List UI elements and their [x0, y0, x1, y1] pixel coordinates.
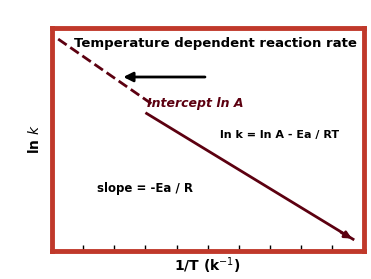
Text: ln k = ln A - Ea / RT: ln k = ln A - Ea / RT	[220, 130, 339, 140]
Text: Intercept ln A: Intercept ln A	[147, 97, 243, 110]
Text: Temperature dependent reaction rate: Temperature dependent reaction rate	[75, 37, 357, 50]
Y-axis label: ln $k$: ln $k$	[26, 124, 42, 155]
Text: 1/T (k$^{-1}$): 1/T (k$^{-1}$)	[174, 256, 241, 276]
Text: slope = -Ea / R: slope = -Ea / R	[98, 182, 193, 195]
